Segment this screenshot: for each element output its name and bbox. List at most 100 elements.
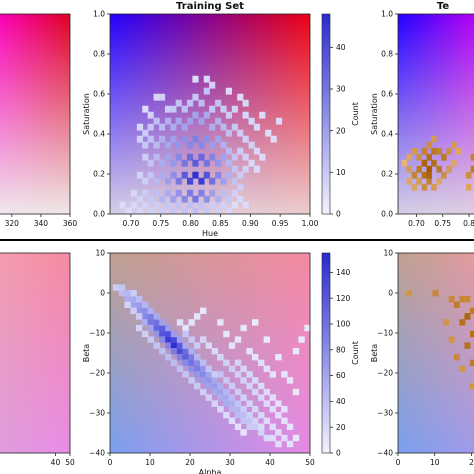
heatmap-cell (142, 141, 149, 149)
heatmap-cell (237, 93, 244, 101)
heatmap-cell (192, 135, 199, 143)
heatmap-cell (234, 336, 242, 343)
heatmap-cell (159, 336, 166, 343)
heatmap-cell (225, 159, 232, 167)
heatmap-cell (170, 336, 178, 343)
heatmap-cell (223, 400, 230, 407)
heatmap-cell (446, 147, 452, 155)
heatmap-cell (253, 123, 261, 131)
heatmap-cell (426, 141, 432, 149)
heatmap-cell (147, 123, 154, 131)
heatmap-cell (164, 189, 172, 197)
heatmap-cell (215, 207, 222, 214)
heatmap-cell (198, 201, 205, 209)
y-tick-label: 10 (95, 249, 105, 258)
heatmap-cell (431, 147, 437, 155)
heatmap-cell (118, 284, 126, 291)
heatmap-cell (170, 171, 177, 179)
heatmap-cell (401, 159, 408, 167)
heatmap-cell (200, 336, 207, 343)
colorbar-tick-label: 60 (336, 371, 346, 380)
heatmap-cell (124, 296, 131, 303)
heatmap-cell (252, 406, 259, 413)
heatmap-cell (217, 406, 224, 413)
heatmap-cell (188, 365, 195, 372)
y-tick-label: 1.0 (93, 10, 105, 19)
heatmap-cell (209, 141, 216, 149)
heatmap-cell (181, 207, 188, 214)
heatmap-cell (205, 365, 212, 372)
heatmap-cell (130, 301, 137, 308)
heatmap-cell (242, 165, 249, 173)
heatmap-cell (281, 434, 288, 442)
heatmap-cell (234, 400, 242, 407)
heatmap-cell (225, 87, 232, 95)
heatmap-cell (220, 177, 227, 185)
heatmap-cell (231, 189, 238, 197)
heatmap-cell (158, 195, 166, 203)
heatmap-cell (164, 105, 172, 113)
heatmap-cell (275, 429, 282, 436)
heatmap-cell (246, 371, 253, 378)
heatmap-cell (205, 394, 212, 401)
heatmap-cell (205, 371, 212, 378)
heatmap-cell (159, 319, 166, 326)
heatmap-cell (203, 135, 210, 143)
heatmap-cell (459, 296, 466, 303)
heatmap-cell (188, 336, 195, 343)
heatmap-cell (225, 129, 232, 137)
heatmap-cell (153, 93, 160, 101)
heatmap-cell (436, 165, 442, 173)
heatmap-cell (198, 117, 205, 125)
axes-frame (0, 13, 71, 215)
heatmap-cell (446, 165, 452, 173)
heatmap-cell (248, 159, 255, 167)
heatmap-cell (220, 189, 227, 197)
colorbar-tick-label: 20 (336, 423, 346, 432)
heatmap-cell (147, 324, 154, 332)
heatmap-cell (223, 330, 230, 338)
x-tick-label: 40 (51, 458, 61, 467)
heatmap-cell (259, 111, 266, 119)
heatmap-cell (217, 388, 224, 396)
colorbar-tick-label: 20 (336, 126, 346, 135)
heatmap-cell (416, 165, 422, 173)
y-tick-label: −40 (89, 449, 105, 458)
heatmap-cell (158, 207, 166, 214)
heatmap-cell (234, 406, 242, 413)
heatmap-cell (246, 382, 253, 390)
heatmap-cell (237, 183, 244, 191)
y-tick-label: 0.2 (381, 170, 393, 179)
heatmap-cell (464, 296, 471, 303)
heatmap-cell (246, 400, 253, 407)
plot-area (398, 253, 474, 453)
plot-area (0, 253, 70, 453)
heatmap-cell (215, 135, 222, 143)
heatmap-cell (436, 147, 442, 155)
heatmap-cell (426, 165, 432, 173)
heatmap-cell (223, 359, 230, 366)
heatmap-cell (182, 359, 189, 366)
x-tick-label: 30 (225, 458, 235, 467)
heatmap-cell (269, 434, 276, 442)
heatmap-cell (153, 324, 160, 332)
heatmap-cell (164, 117, 172, 125)
heatmap-cell (203, 171, 210, 179)
heatmap-cell (248, 141, 255, 149)
heatmap-cell (237, 171, 244, 179)
heatmap-cell (269, 423, 276, 430)
heatmap-cell (200, 365, 207, 372)
heatmap-cell (426, 153, 432, 161)
heatmap-cell (263, 365, 270, 372)
y-axis-label: Saturation (370, 93, 379, 135)
heatmap-cell (252, 423, 259, 430)
heatmap-cell (464, 342, 471, 349)
heatmap-cell (215, 195, 222, 203)
heatmap-cell (170, 207, 177, 214)
heatmap-cell (209, 105, 216, 113)
axes-frame (0, 252, 71, 454)
x-tick-label: 0.95 (272, 219, 289, 228)
heatmap-cell (182, 354, 189, 361)
heatmap-cell (205, 342, 212, 349)
heatmap-cell (188, 359, 195, 366)
